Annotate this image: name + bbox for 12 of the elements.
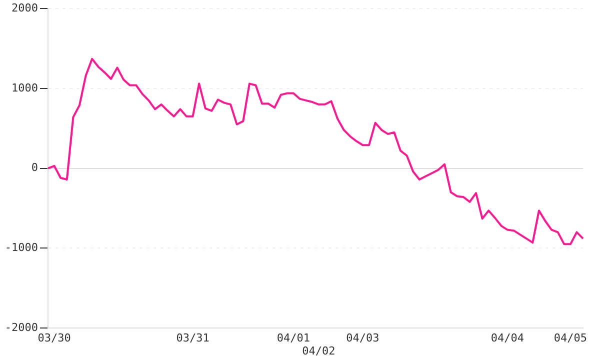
- x-tick-label: 04/02: [302, 344, 336, 358]
- y-tick-label: 0: [31, 161, 38, 174]
- y-tick-label: -2000: [4, 320, 38, 334]
- x-tick-label: 03/31: [176, 331, 210, 344]
- x-tick-label: 03/30: [38, 331, 71, 344]
- y-tick-label: 1000: [12, 81, 38, 94]
- y-tick-label: -1000: [4, 241, 38, 254]
- x-tick-label: 04/03: [346, 331, 380, 344]
- x-tick-label: 04/01: [276, 331, 310, 344]
- x-tick-label: 04/05: [554, 331, 587, 344]
- x-tick-label: 04/04: [490, 331, 524, 344]
- y-tick-label: 2000: [12, 1, 38, 14]
